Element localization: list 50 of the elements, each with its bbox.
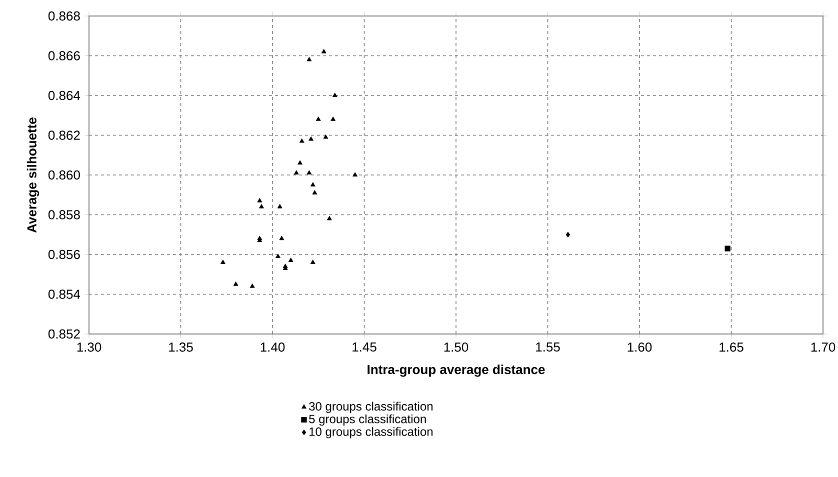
legend-label: 10 groups classification <box>310 427 433 438</box>
point <box>326 216 332 220</box>
point <box>298 160 302 165</box>
x-tick-label: 1.50 <box>444 342 468 352</box>
y-tick-label: 0.860 <box>48 170 80 180</box>
x-tick-label: 1.30 <box>77 342 102 352</box>
x-axis-title: Intra-group average distance <box>368 364 545 377</box>
point <box>250 284 255 288</box>
point <box>276 254 280 258</box>
x-tick-label: 1.55 <box>536 342 560 352</box>
y-tick-label: 0.856 <box>48 250 80 260</box>
x-tick-label: 1.65 <box>720 342 744 352</box>
x-tick-label: 1.35 <box>169 342 193 352</box>
y-tick-label: 0.864 <box>48 90 80 100</box>
point <box>257 198 262 202</box>
point <box>308 136 314 141</box>
y-tick-label: 0.852 <box>48 329 80 339</box>
point <box>294 170 299 175</box>
point <box>233 282 238 286</box>
point <box>306 170 312 175</box>
point <box>288 258 294 262</box>
point <box>310 260 316 264</box>
legend-label: 30 groups classification <box>309 402 433 413</box>
point <box>310 182 316 186</box>
y-tick-label: 0.854 <box>48 290 80 299</box>
point <box>279 236 284 240</box>
point <box>312 190 318 194</box>
x-tick-label: 1.70 <box>811 342 836 352</box>
point <box>566 232 570 238</box>
point <box>306 56 312 62</box>
point <box>332 92 338 97</box>
legend-label: 5 groups classification <box>309 414 426 426</box>
point <box>220 260 226 264</box>
point <box>330 116 336 121</box>
x-tick-label: 1.60 <box>628 342 652 352</box>
point <box>259 204 264 208</box>
y-tick-label: 0.862 <box>48 130 80 140</box>
point <box>277 204 282 208</box>
y-axis-title: Average silhouette <box>26 118 40 233</box>
y-tick-label: 0.868 <box>48 11 80 21</box>
point <box>724 246 730 252</box>
point <box>321 48 326 54</box>
x-tick-label: 1.45 <box>352 342 376 352</box>
point <box>352 172 358 176</box>
point <box>316 116 321 121</box>
point <box>299 138 304 143</box>
point <box>323 134 328 139</box>
x-tick-label: 1.40 <box>260 342 285 352</box>
y-tick-label: 0.866 <box>48 51 80 60</box>
y-tick-label: 0.858 <box>48 210 80 220</box>
